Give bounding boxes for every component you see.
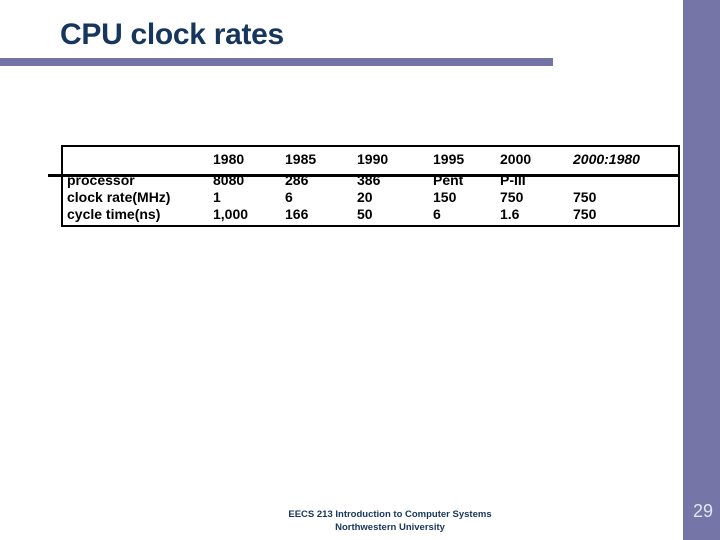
title-underline-bar <box>0 58 553 66</box>
page-number: 29 <box>693 501 714 521</box>
table-cell: 1 <box>213 189 221 205</box>
table-cell: 6 <box>433 206 441 222</box>
table-cell: 150 <box>433 189 457 205</box>
table-header-cell <box>63 147 213 172</box>
footer-course-line: EECS 213 Introduction to Computer System… <box>288 509 492 520</box>
table-cell: 750 <box>500 189 524 205</box>
right-accent-bar <box>683 0 720 540</box>
table-header-cell-1990: 1990 <box>357 151 389 167</box>
table-header-row: 1980 1985 1990 1995 2000 2000:1980 <box>63 147 678 172</box>
row-label: clock rate(MHz) <box>67 189 171 205</box>
cpu-table-grid: 1980 1985 1990 1995 2000 2000:1980 proce… <box>63 147 678 223</box>
table-cell: 50 <box>357 206 373 222</box>
table-header-cell-ratio: 2000:1980 <box>573 151 640 167</box>
table-cell: 166 <box>285 206 309 222</box>
table-cell: 750 <box>573 189 597 205</box>
footer: EECS 213 Introduction to Computer System… <box>260 508 520 534</box>
table-cell: 20 <box>357 189 373 205</box>
table-header-cell-1985: 1985 <box>285 151 317 167</box>
table-cell: 1,000 <box>213 206 249 222</box>
table-header-cell-2000: 2000 <box>500 151 532 167</box>
table-header-separator <box>48 174 680 177</box>
table-header-cell-1980: 1980 <box>213 151 245 167</box>
footer-university-line: Northwestern University <box>335 522 445 533</box>
table-row-cycle-time: cycle time(ns) 1,000 166 50 6 1.6 750 <box>63 206 678 223</box>
table-row-clock-rate: clock rate(MHz) 1 6 20 150 750 750 <box>63 189 678 206</box>
table-cell: 750 <box>573 206 597 222</box>
table-header-cell-1995: 1995 <box>433 151 465 167</box>
table-cell: 1.6 <box>500 206 520 222</box>
row-label: cycle time(ns) <box>67 206 161 222</box>
cpu-clock-table: 1980 1985 1990 1995 2000 2000:1980 proce… <box>48 145 680 227</box>
table-cell: 6 <box>285 189 293 205</box>
slide-title: CPU clock rates <box>60 18 284 51</box>
